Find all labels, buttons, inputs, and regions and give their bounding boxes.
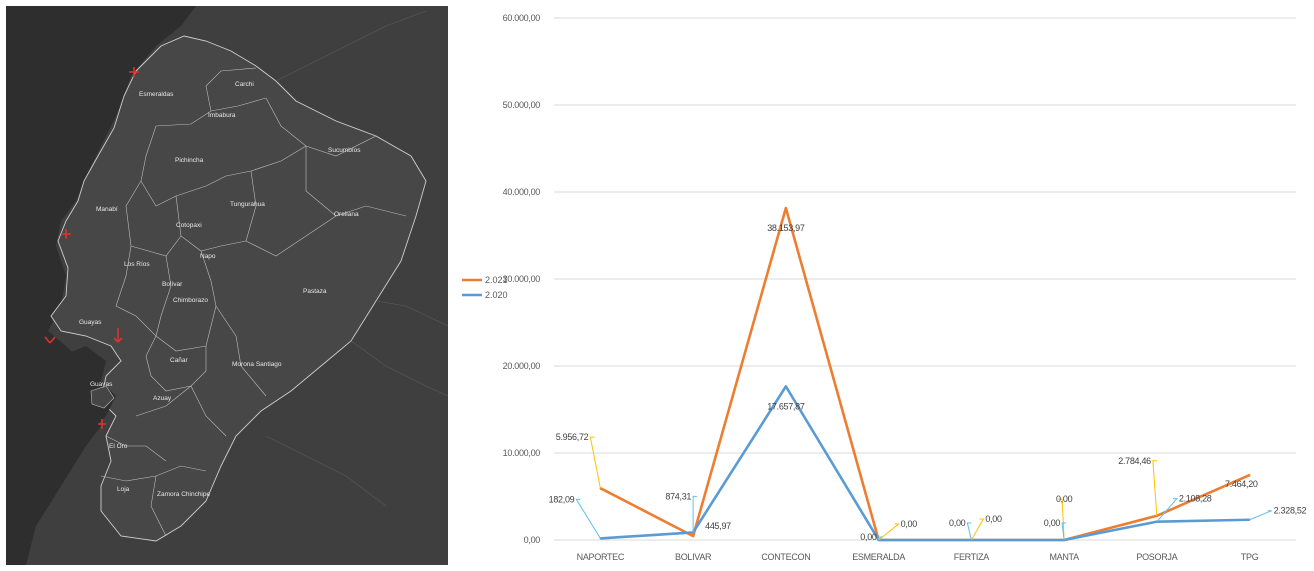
province-label-canar: Cañar	[170, 357, 189, 364]
province-label-cotopaxi: Cotopaxi	[176, 222, 202, 229]
province-label-manabi: Manabí	[96, 206, 118, 213]
y-axis-ticks: 0,00 10.000,00 20.000,00 30.000,00 40.000,00…	[503, 13, 541, 545]
y-tick-label: 60.000,00	[503, 13, 541, 23]
province-label-zamora-chinchipe: Zamora Chinchipe	[157, 491, 210, 498]
puna-island	[90, 385, 115, 409]
x-tick-label: POSORJA	[1136, 552, 1177, 562]
series-line	[600, 385, 1250, 542]
province-label-el-oro: El Oro	[109, 443, 128, 450]
data-label: 7.464,20	[1225, 479, 1258, 489]
series-line	[599, 206, 1251, 542]
x-tick-label: MANTA	[1049, 552, 1079, 562]
x-tick-label: ESMERALDA	[852, 552, 905, 562]
map-canvas: Esmeraldas Carchi Imbabura Sucumbíos Pic…	[6, 6, 448, 565]
series-lines	[599, 206, 1251, 542]
ecuador-map: Esmeraldas Carchi Imbabura Sucumbíos Pic…	[6, 6, 448, 565]
leader-line	[575, 498, 601, 539]
data-label: 0,00	[949, 518, 966, 528]
leader-line	[878, 523, 901, 541]
province-label-guayas-2: Guayas	[90, 381, 113, 388]
port-marker-esmeraldas	[129, 67, 139, 77]
data-label: 2.108,28	[1179, 494, 1212, 504]
x-tick-label: CONTECON	[761, 552, 810, 562]
leader-line	[1058, 498, 1065, 541]
port-marker-guayaquil	[113, 328, 123, 343]
data-label: 17.657,87	[767, 401, 805, 411]
province-label-carchi: Carchi	[235, 81, 254, 88]
province-label-pastaza: Pastaza	[303, 288, 327, 295]
legend-label: 2.021	[485, 275, 508, 285]
leader-line	[966, 522, 972, 541]
x-tick-label: NAPORTEC	[577, 552, 625, 562]
line-chart: 0,00 10.000,00 20.000,00 30.000,00 40.000,00…	[462, 13, 1307, 562]
province-label-guayas: Guayas	[79, 319, 102, 326]
province-label-azuay: Azuay	[153, 395, 172, 402]
data-label: 445,97	[705, 521, 731, 531]
leader-line	[878, 536, 883, 540]
data-label: 0,00	[985, 514, 1002, 524]
data-label: 2.328,52	[1274, 506, 1307, 516]
province-label-napo: Napo	[200, 253, 216, 260]
leader-line	[1061, 522, 1067, 541]
port-marker-el-oro	[98, 419, 106, 429]
province-label-tungurahua: Tungurahua	[230, 201, 265, 208]
province-label-sucumbios: Sucumbíos	[328, 147, 361, 154]
chart-panel: 0,00 10.000,00 20.000,00 30.000,00 40.000,00…	[454, 0, 1314, 571]
data-labels: 5.956,72 445,97 38.153,97 0,00 0,00 0,00 2.784…	[549, 223, 1307, 542]
leader-line	[589, 436, 601, 489]
data-label: 182,09	[549, 494, 575, 504]
leader-line	[692, 495, 698, 533]
y-tick-label: 30.000,00	[503, 274, 541, 284]
gridlines	[554, 17, 1296, 541]
data-label: 0,00	[1056, 494, 1073, 504]
y-tick-label: 50.000,00	[503, 100, 541, 110]
leader-line	[1249, 510, 1272, 521]
province-label-orellana: Orellana	[334, 211, 359, 218]
data-label: 0,00	[1044, 518, 1061, 528]
legend-label: 2.020	[485, 290, 508, 300]
neighbour-borders	[265, 10, 448, 507]
x-axis-ticks: NAPORTEC BOLIVAR CONTECON ESMERALDA FERTIZA M…	[577, 552, 1259, 562]
x-tick-label: BOLIVAR	[675, 552, 712, 562]
port-markers	[44, 67, 139, 429]
data-label: 0,00	[901, 519, 918, 529]
leader-line	[1156, 498, 1178, 522]
province-label-bolivar: Bolívar	[162, 281, 183, 288]
province-label-chimborazo: Chimborazo	[173, 297, 208, 304]
data-label: 2.784,46	[1118, 456, 1151, 466]
province-label-los-rios: Los Ríos	[124, 261, 150, 268]
y-tick-label: 0,00	[524, 535, 541, 545]
x-tick-label: FERTIZA	[954, 552, 990, 562]
port-marker-posorja	[44, 336, 56, 344]
legend: 2.021 2.020	[462, 275, 508, 300]
port-marker-manta	[61, 229, 71, 239]
province-label-loja: Loja	[117, 486, 130, 493]
data-point	[692, 535, 695, 538]
province-label-pichincha: Pichincha	[175, 157, 204, 164]
y-tick-label: 20.000,00	[503, 361, 541, 371]
leader-line	[1152, 460, 1158, 516]
data-point	[784, 385, 787, 388]
data-label: 5.956,72	[556, 432, 589, 442]
province-label-esmeraldas: Esmeraldas	[139, 91, 174, 98]
province-labels: Esmeraldas Carchi Imbabura Sucumbíos Pic…	[79, 81, 361, 498]
y-tick-label: 40.000,00	[503, 187, 541, 197]
x-tick-label: TPG	[1241, 552, 1259, 562]
data-label: 38.153,97	[767, 223, 805, 233]
y-tick-label: 10.000,00	[503, 448, 541, 458]
data-point	[1248, 474, 1251, 476]
province-borders	[100, 67, 407, 537]
data-label: 0,00	[860, 532, 877, 542]
province-label-imbabura: Imbabura	[208, 112, 236, 119]
leader-line	[970, 518, 985, 541]
data-label: 874,31	[665, 491, 691, 501]
data-point	[784, 207, 787, 209]
province-label-morona-santiago: Morona Santiago	[232, 361, 282, 368]
